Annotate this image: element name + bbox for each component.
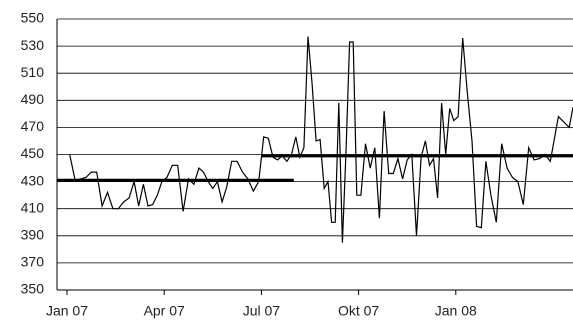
y-tick-label: 450 [21,145,45,161]
y-tick-label: 430 [21,172,45,188]
y-tick-label: 550 [21,10,45,26]
y-tick-label: 470 [21,118,45,134]
y-tick-label: 370 [21,254,45,270]
y-tick-label: 410 [21,199,45,215]
data-line [69,36,573,243]
y-tick-label: 390 [21,227,45,243]
y-tick-label: 350 [21,281,45,297]
x-tick-label: Okt 07 [338,303,379,319]
y-tick-label: 510 [21,64,45,80]
x-tick-label: Jan 07 [46,303,88,319]
x-tick-label: Jan 08 [435,303,477,319]
y-tick-label: 530 [21,37,45,53]
x-tick-label: Apr 07 [144,303,185,319]
x-tick-label: Jul 07 [243,303,281,319]
y-tick-label: 490 [21,91,45,107]
